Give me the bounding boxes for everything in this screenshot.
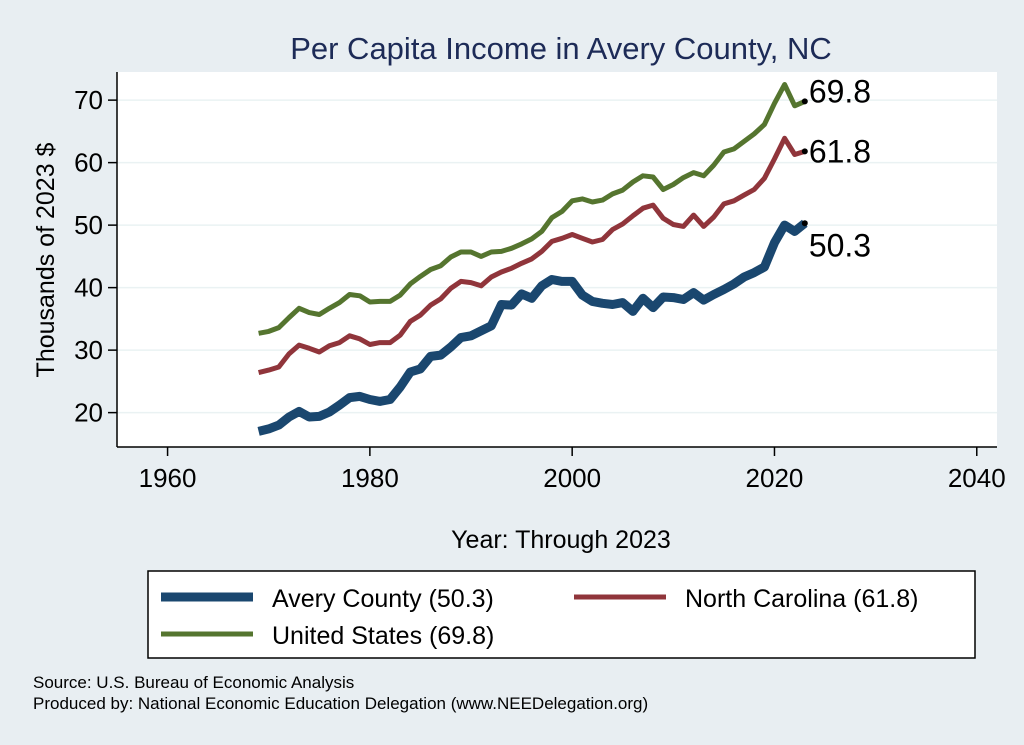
source-note: Source: U.S. Bureau of Economic Analysis [33,673,354,692]
series-north-carolina-line [257,135,806,376]
series-avery-county-end-marker [801,220,808,227]
legend: Avery County (50.3) North Carolina (61.8… [147,570,976,659]
x-axis-label: Year: Through 2023 [451,526,671,554]
y-tick-label: 40 [74,273,103,303]
axes: 20 30 40 50 60 70 1960 1980 2000 2020 2040 [74,72,1006,493]
legend-label-avery-county: Avery County (50.3) [272,585,494,613]
producer-note: Produced by: National Economic Education… [33,694,648,713]
x-tick-label: 1960 [139,463,197,493]
plot-area [117,72,997,447]
y-tick-label: 70 [74,85,103,115]
chart-title: Per Capita Income in Avery County, NC [290,31,832,66]
y-tick-label: 50 [74,210,103,240]
x-tick-label: 2000 [543,463,601,493]
x-tick-label: 2020 [746,463,804,493]
legend-label-united-states: United States (69.8) [272,622,494,650]
series-united-states-end-marker [801,98,808,105]
gridlines [117,99,997,414]
series-united-states-end-label: 69.8 [809,73,871,109]
legend-box [147,570,976,659]
x-tick-label: 1980 [341,463,399,493]
series-north-carolina-end-marker [801,148,808,155]
y-axis-label: Thousands of 2023 $ [32,142,60,377]
y-tick-label: 20 [74,398,103,428]
series-avery-county-line [257,219,808,436]
y-tick-label: 60 [74,148,103,178]
series-lines [257,82,808,436]
series-avery-county-end-label: 50.3 [809,227,871,263]
x-tick-label: 2040 [948,463,1006,493]
series-united-states-line [258,82,806,336]
end-labels: 50.3 61.8 69.8 [801,73,871,263]
y-tick-label: 30 [74,335,103,365]
legend-label-north-carolina: North Carolina (61.8) [685,585,918,613]
series-north-carolina-end-label: 61.8 [809,133,871,169]
